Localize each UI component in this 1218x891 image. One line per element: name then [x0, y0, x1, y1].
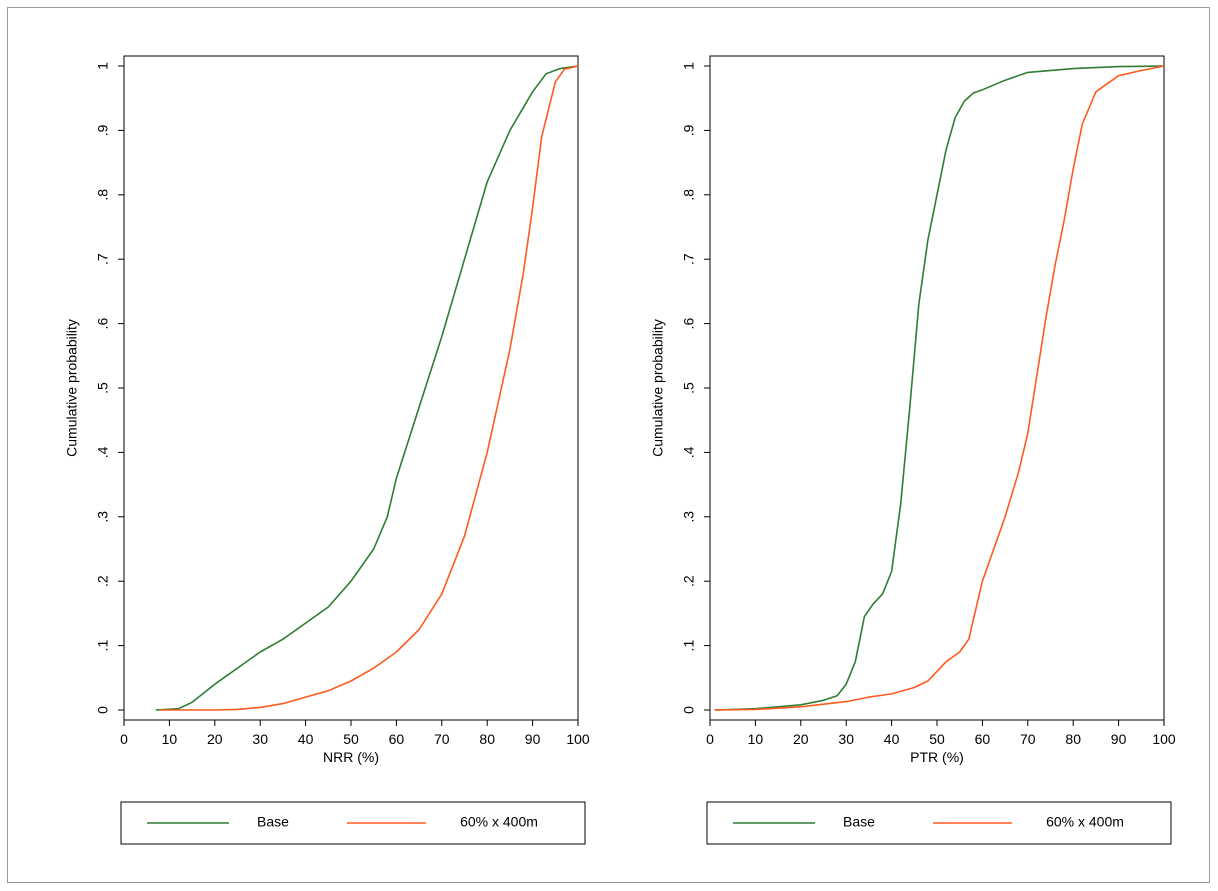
y-tick-label: .2 — [681, 575, 697, 587]
y-tick-label: 0 — [95, 706, 111, 714]
x-tick-label: 60 — [389, 731, 405, 747]
x-tick-label: 60 — [975, 731, 991, 747]
y-axis-title: Cumulative probability — [64, 319, 80, 457]
y-tick-label: .7 — [95, 253, 111, 265]
plot-frame — [123, 55, 579, 721]
series-line-scenario — [714, 65, 1165, 711]
y-tick-label: .1 — [95, 640, 111, 652]
x-tick-label: 40 — [884, 731, 900, 747]
series-line-scenario — [160, 65, 579, 711]
y-tick-label: 1 — [95, 62, 111, 70]
y-tick-label: .9 — [95, 124, 111, 136]
y-tick-label: .4 — [95, 446, 111, 458]
y-tick-label: 0 — [681, 706, 697, 714]
x-tick-label: 40 — [298, 731, 314, 747]
y-tick-label: 1 — [681, 62, 697, 70]
x-tick-label: 20 — [793, 731, 809, 747]
legend-label: Base — [257, 814, 289, 830]
x-tick-label: 10 — [162, 731, 178, 747]
y-axis-title: Cumulative probability — [650, 319, 666, 457]
series-line-base — [155, 65, 579, 711]
plot-frame — [709, 55, 1165, 721]
x-tick-label: 0 — [120, 731, 128, 747]
y-tick-label: .8 — [95, 189, 111, 201]
x-axis-title: NRR (%) — [323, 749, 379, 765]
x-tick-label: 100 — [566, 731, 590, 747]
y-tick-label: .3 — [95, 511, 111, 523]
chart-canvas: 0.1.2.3.4.5.6.7.8.910 10 20 30 40 50 60 70 80 90 1… — [64, 55, 1176, 845]
x-axis-title: PTR (%) — [910, 749, 964, 765]
y-tick-label: .2 — [95, 575, 111, 587]
y-tick-label: .5 — [681, 382, 697, 394]
x-tick-label: 30 — [838, 731, 854, 747]
x-tick-label: 90 — [1111, 731, 1127, 747]
x-tick-label: 50 — [929, 731, 945, 747]
legend-label: 60% x 400m — [1046, 814, 1124, 830]
x-tick-label: 70 — [1020, 731, 1036, 747]
y-tick-label: .1 — [681, 640, 697, 652]
x-tick-label: 0 — [706, 731, 714, 747]
x-tick-label: 20 — [207, 731, 223, 747]
chart-panel-2: 0.1.2.3.4.5.6.7.8.910 10 20 30 40 50 60 70 80 90 1… — [650, 55, 1176, 845]
x-tick-label: 50 — [343, 731, 359, 747]
figure-frame: 0.1.2.3.4.5.6.7.8.9 1 0 10 20 30 40 50 60 70 80 90 1… — [7, 7, 1210, 883]
series-line-base — [714, 65, 1165, 711]
y-tick-label: .9 — [681, 124, 697, 136]
y-tick-label: .8 — [681, 189, 697, 201]
legend-label: 60% x 400m — [460, 814, 538, 830]
x-tick-label: 30 — [252, 731, 268, 747]
x-tick-label: 80 — [1065, 731, 1081, 747]
chart-panel-1: 0.1.2.3.4.5.6.7.8.910 10 20 30 40 50 60 70 80 90 1… — [64, 55, 590, 845]
x-tick-label: 70 — [434, 731, 450, 747]
y-tick-label: .7 — [681, 253, 697, 265]
x-tick-label: 90 — [525, 731, 541, 747]
y-tick-label: .6 — [95, 318, 111, 330]
y-tick-label: .5 — [95, 382, 111, 394]
y-tick-label: .3 — [681, 511, 697, 523]
x-tick-label: 100 — [1152, 731, 1176, 747]
legend-label: Base — [843, 814, 875, 830]
y-tick-label: .6 — [681, 318, 697, 330]
x-tick-label: 80 — [479, 731, 495, 747]
y-tick-label: .4 — [681, 446, 697, 458]
x-tick-label: 10 — [748, 731, 764, 747]
